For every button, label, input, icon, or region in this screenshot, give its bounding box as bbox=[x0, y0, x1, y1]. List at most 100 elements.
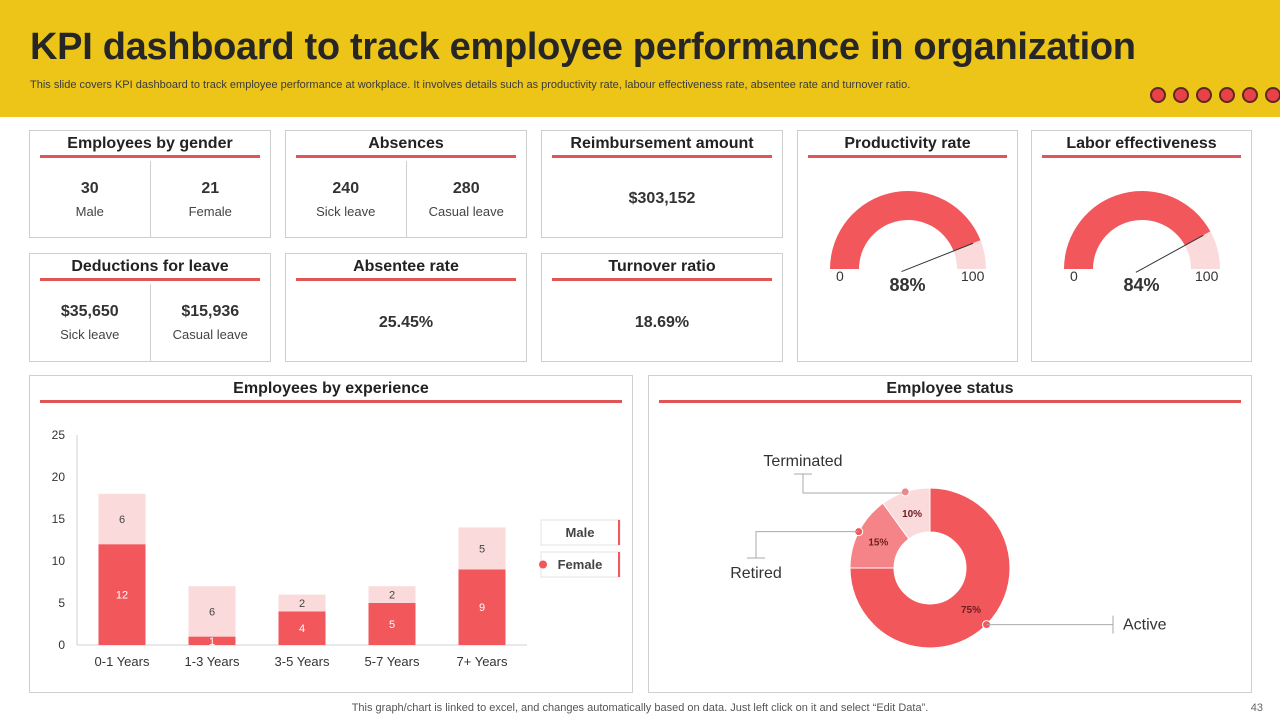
data-label-female: 1 bbox=[209, 636, 215, 648]
sick-leave-value: 240 bbox=[332, 179, 360, 197]
donut-value-label: 10% bbox=[902, 509, 922, 520]
dot-icon bbox=[1196, 87, 1212, 103]
y-tick-label: 10 bbox=[52, 554, 66, 568]
card-title: Labor effectiveness bbox=[1066, 135, 1217, 152]
page-title: KPI dashboard to track employee performa… bbox=[30, 26, 1136, 68]
dot-icon bbox=[1242, 87, 1258, 103]
card-employees-by-experience: Employees by experience 0 5 10 15 20 25 12 6 0-1… bbox=[29, 375, 633, 693]
page-subtitle: This slide covers KPI dashboard to track… bbox=[30, 79, 911, 91]
data-label-male: 2 bbox=[389, 590, 395, 602]
title-underline bbox=[552, 155, 772, 158]
card-absentee-rate: Absentee rate 25.45% bbox=[285, 253, 527, 362]
female-value: 21 bbox=[201, 179, 220, 197]
female-count: 21 Female bbox=[149, 161, 271, 237]
card-title: Absentee rate bbox=[353, 258, 459, 275]
legend-label: Female bbox=[558, 557, 603, 572]
sick-leave-count: 240 Sick leave bbox=[286, 161, 406, 237]
casual-deduction-label: Casual leave bbox=[172, 327, 248, 342]
data-label-male: 6 bbox=[119, 514, 125, 526]
casual-leave-deduction: $15,936 Casual leave bbox=[149, 284, 271, 361]
gauge-min-label: 0 bbox=[1070, 268, 1078, 284]
category-label-terminated: Terminated bbox=[763, 453, 842, 470]
bar-male bbox=[458, 527, 506, 570]
legend-label: Male bbox=[566, 525, 595, 540]
casual-leave-label: Casual leave bbox=[428, 203, 504, 219]
header-banner: KPI dashboard to track employee performa… bbox=[0, 0, 1280, 117]
card-title: Absences bbox=[368, 135, 444, 152]
card-title: Employee status bbox=[886, 380, 1014, 397]
y-tick-label: 20 bbox=[52, 470, 66, 484]
card-title: Reimbursement amount bbox=[570, 135, 754, 152]
donut-value-label: 75% bbox=[961, 605, 981, 616]
category-label-active: Active bbox=[1123, 617, 1167, 634]
title-underline bbox=[1042, 155, 1241, 158]
sick-deduction-label: Sick leave bbox=[60, 327, 120, 342]
legend-item bbox=[540, 551, 621, 578]
turnover-ratio-value: 18.69% bbox=[634, 313, 690, 331]
title-underline bbox=[40, 278, 260, 281]
data-label-male: 6 bbox=[209, 606, 215, 618]
legend-edge bbox=[618, 552, 620, 577]
bar-female bbox=[98, 544, 146, 645]
title-underline bbox=[808, 155, 1007, 158]
card-employees-by-gender: Employees by gender 30 Male 21 Female bbox=[29, 130, 271, 238]
decorative-dots bbox=[1150, 87, 1280, 103]
data-label-female: 4 bbox=[299, 623, 305, 635]
leader-line bbox=[802, 474, 906, 494]
x-tick-label: 0-1 Years bbox=[95, 654, 150, 669]
male-count: 30 Male bbox=[30, 161, 150, 237]
y-tick-label: 5 bbox=[58, 596, 65, 610]
casual-leave-count: 280 Casual leave bbox=[405, 161, 527, 237]
card-employee-status: Employee status 75% 15% 10% Active Retired Te… bbox=[648, 375, 1252, 693]
y-tick-label: 25 bbox=[52, 428, 66, 442]
card-productivity-rate: Productivity rate 0 100 88% bbox=[797, 130, 1018, 362]
bar-female bbox=[188, 636, 236, 645]
x-tick-label: 3-5 Years bbox=[275, 654, 330, 669]
card-title: Productivity rate bbox=[844, 135, 971, 152]
male-value: 30 bbox=[80, 179, 99, 197]
gauge-needle bbox=[1135, 234, 1204, 273]
sick-leave-label: Sick leave bbox=[316, 203, 376, 219]
gauge-needle bbox=[901, 242, 974, 273]
title-underline bbox=[296, 155, 516, 158]
card-absences: Absences 240 Sick leave 280 Casual leave bbox=[285, 130, 527, 238]
employee-status-donut[interactable]: 75% 15% 10% Active Retired Terminated bbox=[649, 376, 1253, 694]
gauge-remainder-arc bbox=[953, 240, 986, 269]
x-tick-label: 5-7 Years bbox=[365, 654, 420, 669]
data-label-female: 5 bbox=[389, 619, 395, 631]
bar-female bbox=[368, 603, 416, 645]
gauge-max-label: 100 bbox=[1195, 268, 1219, 284]
page-number: 43 bbox=[1250, 702, 1263, 714]
card-labor-effectiveness: Labor effectiveness 0 100 84% bbox=[1031, 130, 1252, 362]
labor-gauge bbox=[1064, 191, 1220, 273]
donut-value-label: 15% bbox=[868, 538, 888, 549]
data-label-female: 12 bbox=[116, 590, 128, 602]
data-label-female: 9 bbox=[479, 602, 485, 614]
bar-male bbox=[98, 493, 146, 545]
bar-male bbox=[188, 586, 236, 637]
card-title: Turnover ratio bbox=[608, 258, 716, 275]
footer-note: This graph/chart is linked to excel, and… bbox=[351, 702, 929, 714]
bar-male bbox=[368, 586, 416, 603]
casual-deduction-value: $15,936 bbox=[181, 303, 240, 320]
bar-female bbox=[458, 569, 506, 645]
title-underline bbox=[40, 155, 260, 158]
title-underline bbox=[552, 278, 772, 281]
male-label: Male bbox=[75, 203, 104, 219]
gauge-min-label: 0 bbox=[836, 268, 844, 284]
card-title: Deductions for leave bbox=[71, 258, 229, 275]
absentee-rate-value: 25.45% bbox=[378, 313, 434, 331]
donut-slice-terminated bbox=[882, 487, 931, 540]
bar-male bbox=[278, 594, 326, 612]
dot-icon bbox=[1173, 87, 1189, 103]
casual-leave-value: 280 bbox=[452, 179, 480, 197]
dot-icon bbox=[1219, 87, 1235, 103]
title-underline bbox=[40, 400, 622, 403]
leader-dot bbox=[900, 487, 910, 497]
dot-icon bbox=[1150, 87, 1166, 103]
donut-slice-active bbox=[849, 487, 1011, 649]
gauge-max-label: 100 bbox=[961, 268, 985, 284]
gauge-value-arc bbox=[830, 191, 981, 269]
productivity-value: 88% bbox=[889, 275, 926, 295]
